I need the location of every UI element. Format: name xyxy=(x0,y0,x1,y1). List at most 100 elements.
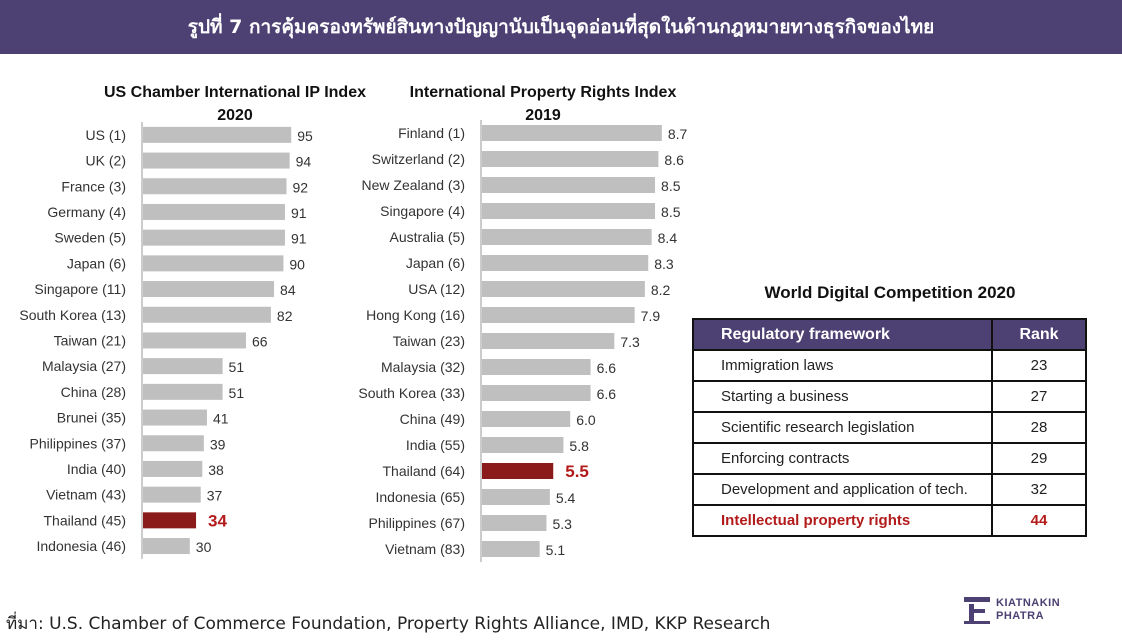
category-label: Malaysia (32) xyxy=(381,359,465,375)
chart1-title: US Chamber International IP Index xyxy=(104,84,366,101)
table-row-highlight: Intellectual property rights 44 xyxy=(692,504,1087,537)
value-label: 5.3 xyxy=(552,516,572,532)
category-label: Vietnam (83) xyxy=(385,541,465,557)
category-label: Brunei (35) xyxy=(57,410,126,426)
bar xyxy=(482,151,659,167)
category-label: Australia (5) xyxy=(390,229,465,245)
category-label: Taiwan (21) xyxy=(54,332,126,348)
category-label: Sweden (5) xyxy=(54,230,126,246)
bar xyxy=(482,229,652,245)
bar xyxy=(143,538,190,555)
category-label: Thailand (64) xyxy=(383,463,466,479)
bar xyxy=(143,460,203,477)
category-label: USA (12) xyxy=(408,281,465,297)
value-label: 84 xyxy=(280,282,296,298)
value-label: 30 xyxy=(196,539,212,555)
category-label: Singapore (4) xyxy=(380,203,465,219)
bar xyxy=(482,333,615,349)
value-label: 8.3 xyxy=(654,256,674,272)
value-label: 90 xyxy=(289,256,305,272)
chart-international-property-rights-index: Finland (1) 8.7 Switzerland (2) 8.6 New Zeal… xyxy=(358,120,687,562)
category-label: Japan (6) xyxy=(67,255,126,271)
table-cell-framework: Immigration laws xyxy=(692,349,993,382)
table-cell-framework: Intellectual property rights xyxy=(692,504,993,537)
table-header-rank: Rank xyxy=(991,318,1087,351)
value-label: 5.5 xyxy=(565,462,589,481)
value-label: 6.6 xyxy=(597,386,617,402)
table-row: Development and application of tech. 32 xyxy=(692,473,1087,506)
table-cell-rank: 28 xyxy=(991,411,1087,444)
category-label: UK (2) xyxy=(86,153,126,169)
bar xyxy=(482,541,540,557)
category-label: Germany (4) xyxy=(47,204,126,220)
value-label: 82 xyxy=(277,308,293,324)
bar xyxy=(482,359,591,375)
category-label: Thailand (45) xyxy=(44,512,127,528)
value-label: 8.7 xyxy=(668,126,688,142)
bar-highlight xyxy=(482,463,554,479)
table-cell-rank: 29 xyxy=(991,442,1087,475)
bar xyxy=(482,281,645,297)
category-label: New Zealand (3) xyxy=(362,177,466,193)
bar xyxy=(143,152,290,169)
bar xyxy=(482,177,656,193)
banner-title: รูปที่ 7 การคุ้มครองทรัพย์สินทางปัญญานับ… xyxy=(187,16,935,38)
value-label: 8.5 xyxy=(661,178,681,194)
category-label: China (28) xyxy=(61,384,126,400)
wdc-table-title: World Digital Competition 2020 xyxy=(764,283,1016,302)
category-label: Malaysia (27) xyxy=(42,358,126,374)
category-label: Philippines (67) xyxy=(369,515,466,531)
value-label: 51 xyxy=(229,359,245,375)
bar xyxy=(482,515,547,531)
value-label: 8.2 xyxy=(651,282,671,298)
category-label: US (1) xyxy=(86,127,126,143)
bar xyxy=(482,411,571,427)
value-label: 6.0 xyxy=(576,412,596,428)
bar xyxy=(143,409,207,426)
chart1-subtitle: 2020 xyxy=(217,107,253,124)
category-label: Finland (1) xyxy=(398,125,465,141)
bar xyxy=(143,281,275,298)
bar xyxy=(143,435,204,452)
bar xyxy=(143,332,246,349)
category-label: Switzerland (2) xyxy=(372,151,465,167)
category-label: South Korea (13) xyxy=(19,307,126,323)
bar xyxy=(143,126,292,143)
category-label: China (49) xyxy=(400,411,465,427)
value-label: 94 xyxy=(296,154,312,170)
value-label: 51 xyxy=(229,385,245,401)
value-label: 6.6 xyxy=(597,360,617,376)
bar xyxy=(482,385,591,401)
bar xyxy=(143,486,201,503)
value-label: 5.8 xyxy=(569,438,589,454)
value-label: 34 xyxy=(208,511,227,530)
bar xyxy=(482,203,656,219)
table-cell-rank: 44 xyxy=(991,504,1087,537)
value-label: 91 xyxy=(291,231,307,247)
value-label: 8.5 xyxy=(661,204,681,220)
value-label: 7.3 xyxy=(620,334,640,350)
bar xyxy=(482,255,649,271)
value-label: 5.4 xyxy=(556,490,576,506)
value-label: 95 xyxy=(297,128,313,144)
category-label: South Korea (33) xyxy=(358,385,465,401)
chart2-title-block: International Property Rights Index 2019 xyxy=(393,81,693,127)
table-cell-framework: Scientific research legislation xyxy=(692,411,993,444)
table-row: Starting a business 27 xyxy=(692,380,1087,413)
table-row: Scientific research legislation 28 xyxy=(692,411,1087,444)
category-label: Japan (6) xyxy=(406,255,465,271)
kkp-logo: KIATNAKIN PHATRA xyxy=(962,592,1082,628)
table-header-framework: Regulatory framework xyxy=(692,318,993,351)
category-label: Hong Kong (16) xyxy=(366,307,465,323)
table-cell-framework: Starting a business xyxy=(692,380,993,413)
value-label: 7.9 xyxy=(641,308,661,324)
table-cell-rank: 32 xyxy=(991,473,1087,506)
bar xyxy=(482,307,635,323)
value-label: 66 xyxy=(252,333,268,349)
bar xyxy=(143,306,271,323)
category-label: Indonesia (65) xyxy=(375,489,465,505)
bar xyxy=(482,489,550,505)
table-row: Enforcing contracts 29 xyxy=(692,442,1087,475)
source-note: ที่มา: U.S. Chamber of Commerce Foundati… xyxy=(6,614,771,634)
category-label: India (40) xyxy=(67,461,126,477)
